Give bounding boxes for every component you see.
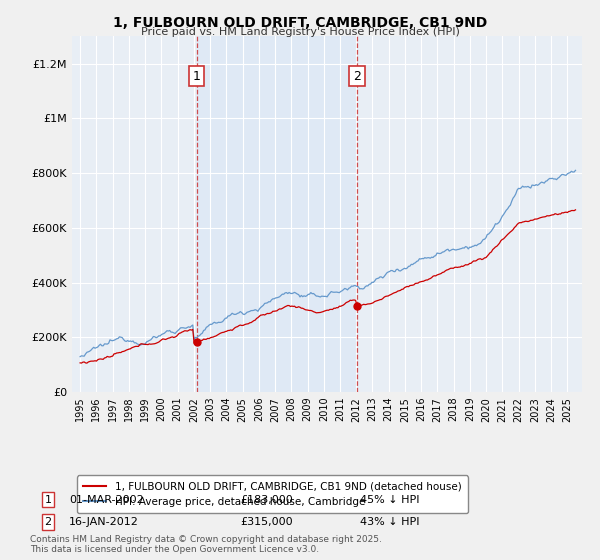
Text: £183,000: £183,000 <box>240 494 293 505</box>
Bar <box>197 36 357 392</box>
Text: 1: 1 <box>44 494 52 505</box>
Text: Contains HM Land Registry data © Crown copyright and database right 2025.
This d: Contains HM Land Registry data © Crown c… <box>30 535 382 554</box>
Text: 1: 1 <box>193 69 200 82</box>
Legend: 1, FULBOURN OLD DRIFT, CAMBRIDGE, CB1 9ND (detached house), HPI: Average price, : 1, FULBOURN OLD DRIFT, CAMBRIDGE, CB1 9N… <box>77 475 468 513</box>
Text: 1, FULBOURN OLD DRIFT, CAMBRIDGE, CB1 9ND: 1, FULBOURN OLD DRIFT, CAMBRIDGE, CB1 9N… <box>113 16 487 30</box>
Text: 2: 2 <box>353 69 361 82</box>
Text: 16-JAN-2012: 16-JAN-2012 <box>69 517 139 527</box>
Text: 01-MAR-2002: 01-MAR-2002 <box>69 494 144 505</box>
Text: 45% ↓ HPI: 45% ↓ HPI <box>360 494 419 505</box>
Text: Price paid vs. HM Land Registry's House Price Index (HPI): Price paid vs. HM Land Registry's House … <box>140 27 460 37</box>
Text: £315,000: £315,000 <box>240 517 293 527</box>
Text: 43% ↓ HPI: 43% ↓ HPI <box>360 517 419 527</box>
Text: 2: 2 <box>44 517 52 527</box>
